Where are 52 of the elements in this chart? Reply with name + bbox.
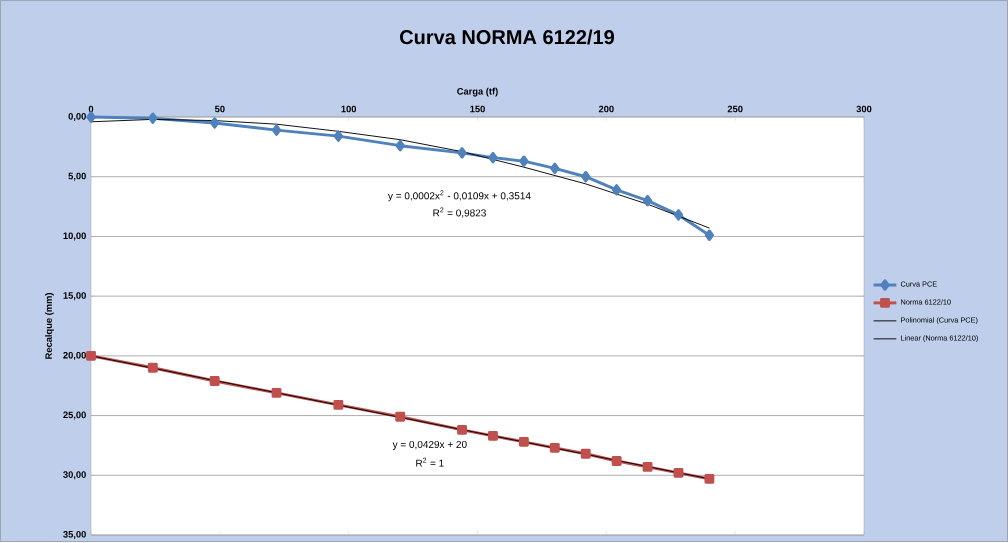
annotation: y = 0,0002x$^{2}$ - 0,0109x + 0,3514: [387, 190, 531, 202]
y-tick-label: 15,00: [63, 291, 86, 300]
y-tick-label: 20,00: [63, 351, 86, 360]
point: [488, 430, 498, 441]
point: [704, 473, 715, 484]
y-tick-label: 35,00: [63, 530, 86, 539]
x-axis-title: Carga (tf): [457, 87, 498, 97]
point: [704, 229, 715, 241]
x-tick-label: 0: [88, 105, 94, 113]
point: [395, 411, 406, 422]
point: [209, 375, 220, 386]
y-tick-label: 0,00: [68, 112, 86, 121]
chart-title: Curva NORMA 6122/19: [400, 29, 615, 45]
annotation: y = 0,0429x + 20: [392, 440, 467, 450]
point: [333, 130, 344, 142]
point: [457, 146, 467, 159]
point: [271, 387, 282, 398]
y-tick-label: 5,00: [68, 172, 86, 181]
y-axis-title: Recalque (mm): [45, 292, 54, 359]
point: [642, 194, 653, 207]
x-tick-label: 150: [470, 105, 485, 113]
point: [86, 111, 96, 123]
point: [457, 424, 467, 435]
point: [86, 350, 96, 361]
point: [271, 124, 282, 136]
x-tick-label: 200: [598, 105, 614, 113]
y-tick-label: 30,00: [63, 471, 86, 480]
y-tick-label: 10,00: [63, 232, 86, 241]
point: [210, 117, 220, 129]
point: [148, 112, 158, 124]
y-tick-label: 25,00: [63, 411, 86, 420]
annotation: R$^{2}$ = 1: [416, 457, 444, 467]
point: [642, 461, 653, 472]
point: [333, 399, 344, 410]
point: [673, 467, 684, 478]
point: [488, 151, 498, 164]
point: [611, 183, 622, 196]
point: [611, 455, 622, 466]
point: [519, 155, 529, 167]
x-tick-label: 250: [727, 105, 743, 113]
x-tick-label: 50: [214, 105, 225, 113]
point: [147, 362, 158, 373]
point: [550, 162, 560, 174]
point: [580, 448, 591, 459]
point: [518, 436, 529, 447]
x-tick-label: 100: [341, 105, 357, 113]
point: [549, 442, 560, 453]
point: [395, 139, 405, 152]
point: [581, 170, 591, 183]
point: [673, 209, 684, 221]
x-tick-label: 300: [856, 105, 872, 113]
annotation: R$^{2}$ = 0,9823: [433, 207, 486, 218]
